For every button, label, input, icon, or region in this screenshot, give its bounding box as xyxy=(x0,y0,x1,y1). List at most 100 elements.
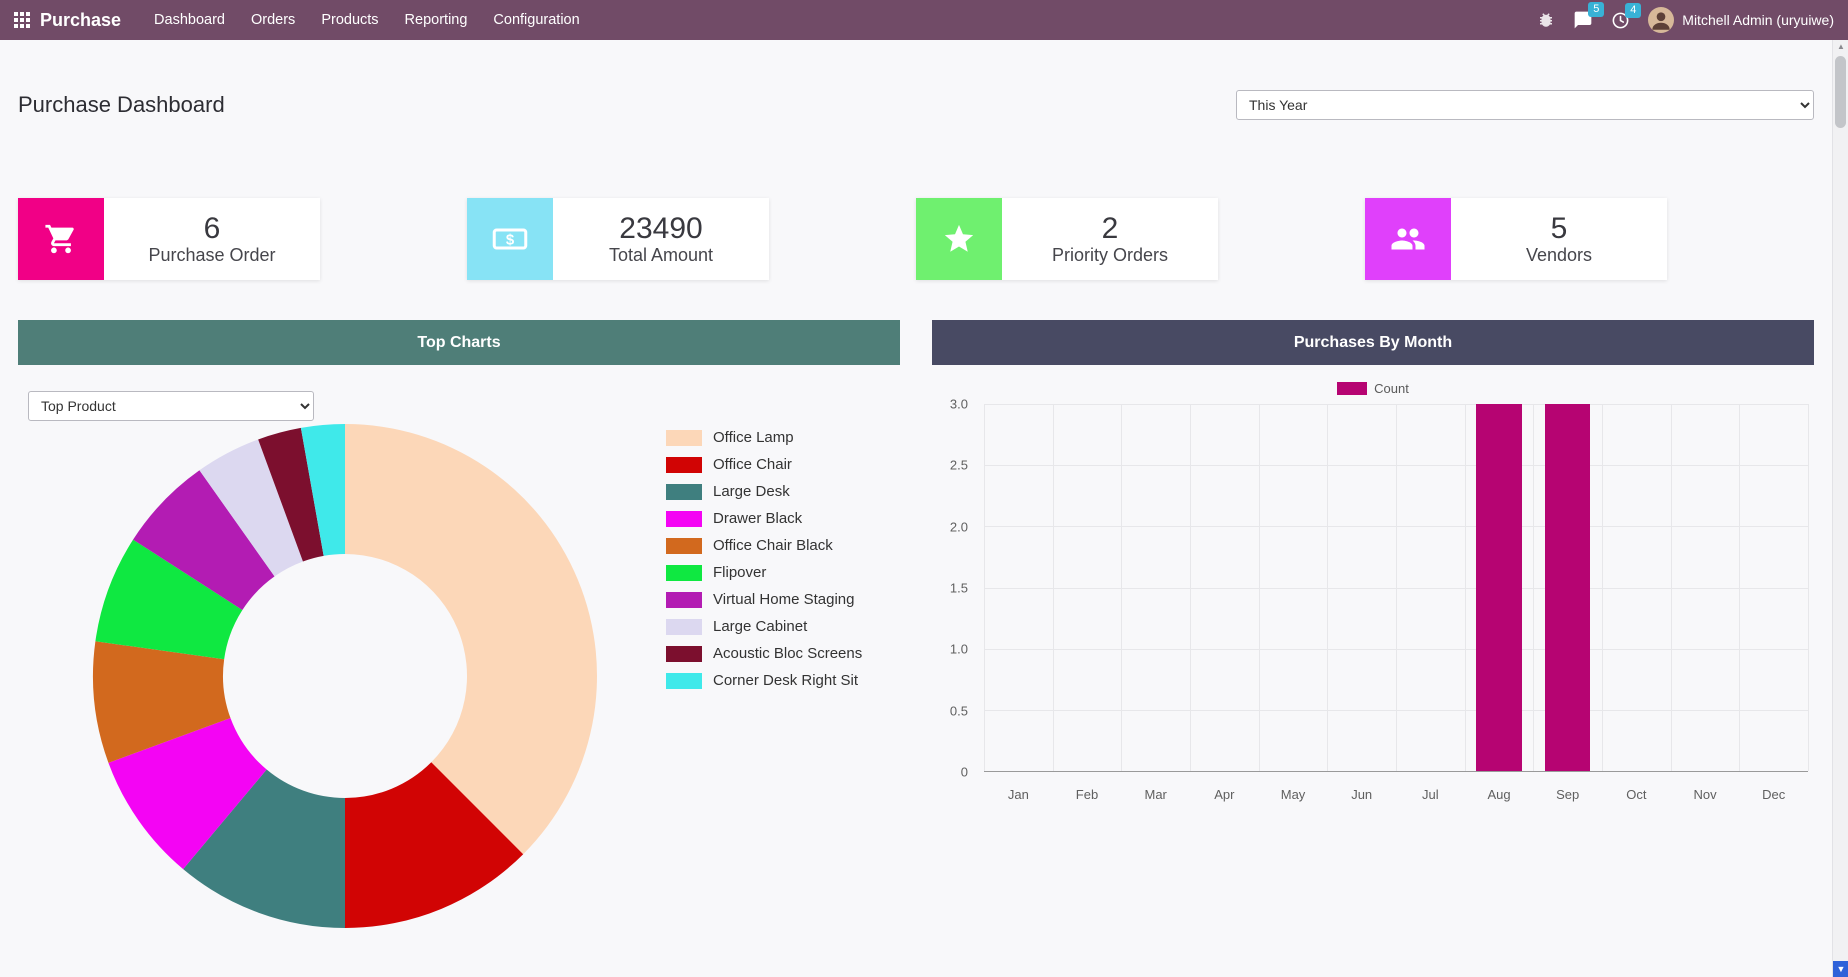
navbar-right: 5 4 Mitchell Admin (uryuiwe) xyxy=(1537,2,1834,33)
x-tick-label: Nov xyxy=(1693,787,1717,802)
scroll-up-button[interactable]: ▲ xyxy=(1837,42,1845,51)
donut-slice[interactable] xyxy=(258,427,324,562)
legend-swatch xyxy=(666,591,702,608)
kpi-body: 2 Priority Orders xyxy=(1002,198,1218,280)
legend-item[interactable]: Virtual Home Staging xyxy=(666,591,862,608)
apps-grid-icon[interactable] xyxy=(14,12,30,28)
money-icon: $ xyxy=(492,228,528,250)
kpi-icon-block xyxy=(916,198,1002,280)
menu-item-dashboard[interactable]: Dashboard xyxy=(154,12,225,28)
bar-legend[interactable]: Count xyxy=(932,381,1814,396)
navbar: Purchase Dashboard Orders Products Repor… xyxy=(0,0,1848,40)
users-icon xyxy=(1391,228,1425,250)
x-tick-label: Dec xyxy=(1762,787,1786,802)
y-tick-label: 2.0 xyxy=(949,519,968,535)
legend-item[interactable]: Large Desk xyxy=(666,483,862,500)
y-tick-label: 3.0 xyxy=(949,396,968,412)
donut-slice[interactable] xyxy=(300,424,345,556)
bar-plot xyxy=(984,404,1809,772)
x-tick-label: Jan xyxy=(1007,787,1029,802)
kpi-card-total-amount[interactable]: $ 23490 Total Amount xyxy=(467,198,769,280)
donut-legend: Office Lamp Office Chair Large Desk Drawer … xyxy=(666,429,862,699)
kpi-card-vendors[interactable]: 5 Vendors xyxy=(1365,198,1667,280)
kpi-value: 6 xyxy=(203,212,221,245)
kpi-card-purchase-order[interactable]: 6 Purchase Order xyxy=(18,198,320,280)
legend-label: Flipover xyxy=(713,564,767,581)
kpi-body: 6 Purchase Order xyxy=(104,198,320,280)
debug-button[interactable] xyxy=(1537,11,1555,29)
legend-item[interactable]: Office Chair xyxy=(666,456,862,473)
vertical-scrollbar[interactable]: ▲ ▼ xyxy=(1832,40,1848,977)
x-tick-label: Feb xyxy=(1075,787,1099,802)
legend-swatch xyxy=(666,510,702,527)
legend-swatch xyxy=(666,645,702,662)
kpi-body: 5 Vendors xyxy=(1451,198,1667,280)
messages-button[interactable]: 5 xyxy=(1573,2,1605,30)
donut-slice[interactable] xyxy=(108,718,267,870)
legend-label: Office Chair xyxy=(713,456,792,473)
legend-label: Corner Desk Right Sit xyxy=(713,672,859,689)
activities-button[interactable]: 4 xyxy=(1611,2,1642,30)
top-charts-panel: Top Charts Top Product Office Lamp Office… xyxy=(18,320,900,961)
x-tick-label: Sep xyxy=(1556,787,1580,802)
donut-slice[interactable] xyxy=(345,424,597,855)
kpi-value: 23490 xyxy=(619,212,703,245)
legend-item[interactable]: Large Cabinet xyxy=(666,618,862,635)
donut-slice[interactable] xyxy=(199,439,303,577)
kpi-icon-block: $ xyxy=(467,198,553,280)
clock-icon xyxy=(1612,12,1629,28)
scroll-down-button[interactable]: ▼ xyxy=(1833,961,1848,977)
y-tick-label: 0.5 xyxy=(949,703,968,719)
bar[interactable] xyxy=(1545,404,1591,771)
scrollbar-thumb[interactable] xyxy=(1835,56,1846,128)
top-product-select[interactable]: Top Product xyxy=(28,391,314,421)
star-icon xyxy=(944,224,974,252)
legend-swatch xyxy=(666,537,702,554)
svg-text:$: $ xyxy=(506,231,515,248)
kpi-label: Priority Orders xyxy=(1051,245,1168,265)
legend-item[interactable]: Office Chair Black xyxy=(666,537,862,554)
donut-slice[interactable] xyxy=(345,762,524,928)
period-select[interactable]: This Year xyxy=(1236,90,1814,120)
y-tick-label: 1.5 xyxy=(949,580,968,596)
kpi-label: Purchase Order xyxy=(148,245,276,265)
top-charts-body: Top Product Office Lamp Office Chair Large… xyxy=(18,365,900,945)
user-name: Mitchell Admin (uryuiwe) xyxy=(1682,12,1834,28)
menu-item-orders[interactable]: Orders xyxy=(250,12,296,28)
y-tick-label: 2.5 xyxy=(949,457,968,473)
menu-item-products[interactable]: Products xyxy=(321,12,379,28)
bar[interactable] xyxy=(1476,404,1522,771)
app-brand[interactable]: Purchase xyxy=(40,9,122,30)
purchases-by-month-body: Count 0 0.5 1.0 1.5 2.0 2.5 3.0 Jan Feb Mar Apr Ma… xyxy=(932,381,1814,961)
page-title: Purchase Dashboard xyxy=(18,92,225,117)
y-tick-label: 1.0 xyxy=(949,641,968,657)
dashboard-content: Purchase Dashboard This Year 6 Purchase … xyxy=(0,90,1848,961)
legend-swatch xyxy=(666,618,702,635)
page-header: Purchase Dashboard This Year xyxy=(18,90,1814,120)
cart-icon xyxy=(45,224,74,254)
bar-legend-label: Count xyxy=(1374,381,1409,396)
x-tick-label: Mar xyxy=(1144,787,1167,802)
x-tick-label: Oct xyxy=(1626,787,1647,802)
legend-label: Large Cabinet xyxy=(713,618,808,635)
menu-item-reporting[interactable]: Reporting xyxy=(404,12,468,28)
legend-item[interactable]: Corner Desk Right Sit xyxy=(666,672,862,689)
legend-item[interactable]: Acoustic Bloc Screens xyxy=(666,645,862,662)
kpi-card-priority-orders[interactable]: 2 Priority Orders xyxy=(916,198,1218,280)
legend-item[interactable]: Flipover xyxy=(666,564,862,581)
legend-item[interactable]: Office Lamp xyxy=(666,429,862,446)
user-menu[interactable]: Mitchell Admin (uryuiwe) xyxy=(1648,7,1834,33)
kpi-icon-block xyxy=(1365,198,1451,280)
donut-slice[interactable] xyxy=(95,539,243,660)
person-icon xyxy=(1652,12,1670,30)
donut-slice[interactable] xyxy=(133,470,275,610)
donut-slice[interactable] xyxy=(92,641,231,763)
legend-item[interactable]: Drawer Black xyxy=(666,510,862,527)
legend-swatch xyxy=(666,456,702,473)
kpi-label: Total Amount xyxy=(608,245,714,265)
donut-slice[interactable] xyxy=(183,769,345,928)
menu-item-configuration[interactable]: Configuration xyxy=(493,12,580,28)
legend-swatch xyxy=(666,429,702,446)
x-tick-label: Apr xyxy=(1214,787,1235,802)
messages-badge: 5 xyxy=(1588,2,1605,17)
